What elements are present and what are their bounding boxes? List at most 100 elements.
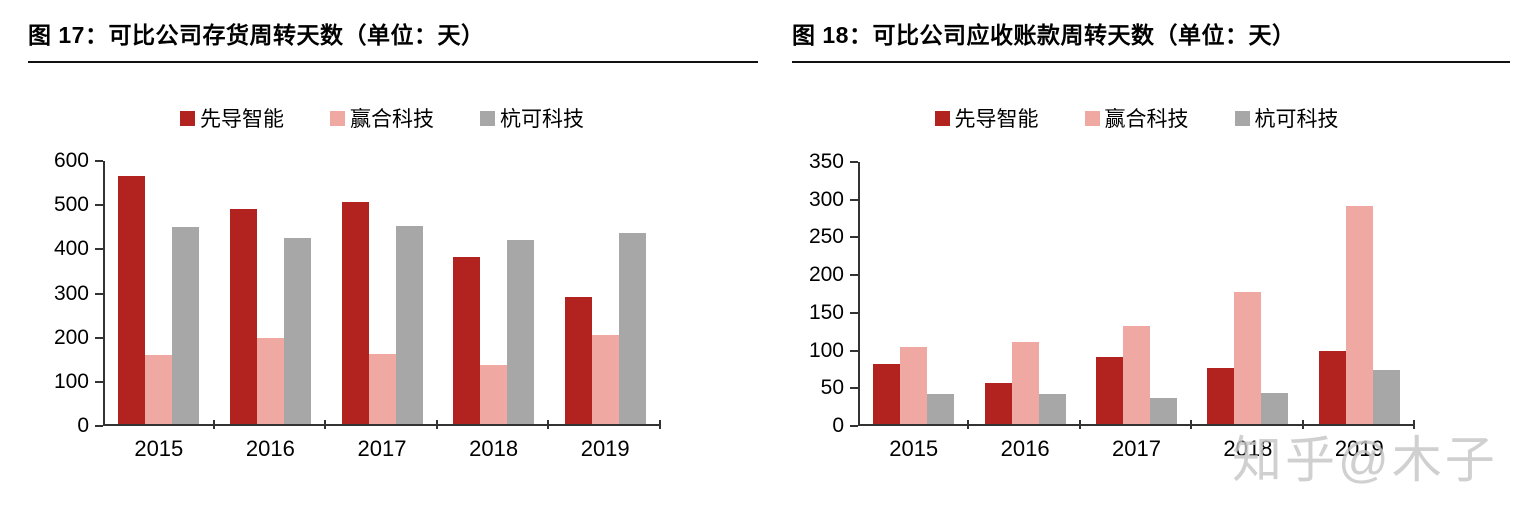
legend-label: 赢合科技 <box>350 108 434 131</box>
y-axis-tick <box>95 292 103 295</box>
bar-series1-2017 <box>1123 326 1150 426</box>
y-axis-label: 150 <box>808 300 844 324</box>
x-axis-label: 2015 <box>889 436 939 461</box>
y-axis-label: 400 <box>53 237 89 261</box>
x-axis-tick <box>1078 420 1081 429</box>
figure-18-title-rule <box>792 61 1510 63</box>
figure-17-title: 图 17：可比公司存货周转天数（单位：天） <box>28 22 485 48</box>
y-axis-label: 350 <box>808 150 844 173</box>
bar-series0-2019 <box>564 297 592 426</box>
x-axis-tick <box>967 420 970 429</box>
x-axis-label: 2016 <box>245 436 295 461</box>
y-axis-label: 0 <box>77 414 89 437</box>
x-axis-label: 2016 <box>1000 436 1050 461</box>
bar-series2-2018 <box>1261 393 1289 426</box>
bar-series2-2016 <box>283 238 311 426</box>
y-axis-tick <box>850 161 858 163</box>
y-axis-label: 300 <box>808 187 844 211</box>
y-axis-label: 300 <box>53 281 89 305</box>
y-axis-tick <box>95 336 103 339</box>
bar-series1-2018 <box>1234 292 1262 426</box>
x-axis-label: 2019 <box>1334 436 1384 461</box>
legend-label: 杭可科技 <box>500 108 584 131</box>
bar-series1-2017 <box>368 354 396 426</box>
y-axis-tick <box>95 248 103 251</box>
x-axis-tick <box>659 420 661 429</box>
bar-series1-2016 <box>256 338 284 426</box>
y-axis-line <box>103 161 105 426</box>
y-axis-label: 200 <box>808 263 844 287</box>
y-axis-label: 100 <box>53 369 89 393</box>
bar-series0-2017 <box>1096 357 1123 426</box>
watermark: 知乎@木子 <box>1232 432 1498 488</box>
x-axis-line <box>858 424 1415 426</box>
figure-18-plot-area: 0 50 100 150 200 250 300 350 2015 2016 2017 2018 201… <box>809 150 1415 461</box>
y-axis-label: 100 <box>808 338 844 362</box>
legend-swatch-gray <box>1234 110 1250 126</box>
y-axis-tick <box>850 236 858 239</box>
legend-label: 杭可科技 <box>1254 108 1339 131</box>
bar-series2-2019 <box>618 233 646 426</box>
x-axis-tick <box>1190 420 1193 429</box>
y-axis-tick <box>850 349 858 352</box>
y-axis-tick <box>95 204 103 207</box>
legend-item-yinghe-keji: 赢合科技 <box>1084 103 1189 133</box>
x-axis-line <box>103 424 661 426</box>
x-axis-tick <box>1413 420 1415 429</box>
bar-series0-2015 <box>873 364 901 426</box>
bar-series1-2015 <box>900 347 928 426</box>
y-axis-tick <box>850 425 858 427</box>
bar-series0-2018 <box>453 257 481 426</box>
legend-swatch-pink <box>1084 110 1100 126</box>
legend-item-hangke-keji: 杭可科技 <box>1234 103 1339 133</box>
y-axis-tick <box>850 198 858 201</box>
bar-series1-2019 <box>1345 206 1373 426</box>
bar-series0-2017 <box>341 202 369 426</box>
legend-item-xiandao-zhineng: 先导智能 <box>934 103 1039 133</box>
x-axis-tick <box>324 420 327 429</box>
x-axis-tick <box>1301 420 1304 429</box>
bar-series2-2017 <box>395 226 423 426</box>
x-axis-label: 2017 <box>357 436 407 461</box>
y-axis-tick <box>850 387 858 390</box>
figure-18-legend: 先导智能 赢合科技 杭可科技 <box>858 103 1415 133</box>
legend-item-yinghe-keji: 赢合科技 <box>330 103 434 133</box>
bar-series0-2016 <box>229 209 257 426</box>
bar-series1-2015 <box>145 355 173 426</box>
x-axis-label: 2017 <box>1112 436 1161 461</box>
bar-series0-2015 <box>118 176 146 426</box>
x-axis-tick <box>435 420 438 429</box>
bar-series2-2017 <box>1150 398 1177 426</box>
x-axis-tick <box>547 420 550 429</box>
bar-series2-2018 <box>507 240 535 426</box>
legend-label: 先导智能 <box>200 108 284 131</box>
legend-swatch-pink <box>330 110 345 126</box>
y-axis-label: 50 <box>820 376 844 400</box>
bar-series1-2016 <box>1011 342 1039 426</box>
figure-18-title: 图 18：可比公司应收账款周转天数（单位：天） <box>792 22 1296 48</box>
y-axis-tick <box>95 160 103 162</box>
bar-series1-2019 <box>591 335 619 426</box>
legend-swatch-red <box>934 110 950 126</box>
bar-series0-2018 <box>1207 368 1235 426</box>
y-axis-tick <box>850 274 858 277</box>
x-axis-label: 2018 <box>469 436 519 461</box>
bar-series0-2016 <box>984 383 1012 426</box>
bar-series1-2018 <box>480 365 508 426</box>
y-axis-tick <box>95 380 103 383</box>
y-axis-label: 200 <box>53 325 89 349</box>
legend-swatch-red <box>180 110 195 126</box>
bar-series0-2019 <box>1318 351 1346 426</box>
x-axis-tick <box>212 420 215 429</box>
figure-17-legend: 先导智能 赢合科技 杭可科技 <box>103 103 661 133</box>
bar-series2-2016 <box>1038 394 1066 426</box>
figure-17-plot-area: 0 100 200 300 400 500 600 2015 2016 2017 2018 2019 <box>54 149 661 461</box>
y-axis-line <box>858 162 860 426</box>
figure-17-title-rule <box>28 61 758 63</box>
legend-swatch-gray <box>480 110 495 126</box>
legend-label: 先导智能 <box>954 108 1039 131</box>
y-axis-label: 500 <box>53 193 89 217</box>
y-axis-label: 0 <box>832 414 844 437</box>
x-axis-label: 2018 <box>1223 436 1273 461</box>
